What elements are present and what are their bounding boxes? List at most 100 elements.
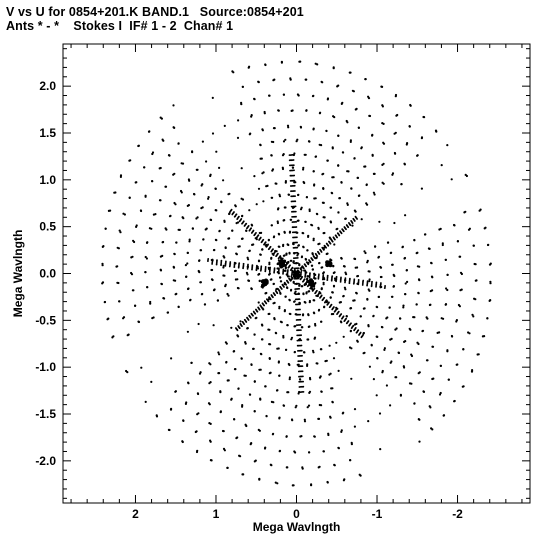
uv-point (290, 218, 293, 221)
uv-point (349, 140, 352, 143)
uv-point (236, 329, 239, 332)
uv-point (223, 274, 226, 277)
uv-point (315, 212, 318, 215)
uv-point (340, 256, 343, 260)
uv-point (418, 265, 421, 268)
uv-point (344, 217, 347, 220)
uv-point (306, 249, 309, 252)
uv-point (337, 369, 340, 372)
uv-point (135, 225, 138, 228)
uv-point (335, 341, 338, 344)
uv-point (438, 331, 441, 334)
uv-point (200, 184, 203, 187)
uv-point (276, 482, 279, 485)
uv-point (159, 116, 162, 119)
uv-point (310, 484, 313, 487)
uv-point (464, 173, 467, 176)
uv-point (355, 292, 358, 295)
uv-point (338, 197, 341, 200)
uv-point (273, 318, 276, 321)
uv-point (109, 209, 112, 212)
uv-point (291, 210, 293, 213)
uv-point (314, 324, 317, 327)
uv-point (472, 244, 475, 247)
uv-point (299, 267, 302, 270)
uv-point (139, 209, 142, 212)
uv-point (228, 265, 231, 268)
uv-point (275, 332, 278, 335)
uv-point (216, 299, 219, 302)
uv-point (201, 140, 204, 143)
uv-point (267, 238, 270, 241)
uv-point (118, 300, 121, 303)
uv-point (452, 223, 456, 227)
uv-point (428, 303, 431, 307)
uv-point (391, 172, 395, 175)
uv-point (299, 125, 302, 128)
uv-point (311, 264, 314, 267)
uv-point (250, 287, 253, 291)
uv-point (211, 278, 214, 282)
uv-point (278, 417, 281, 420)
uv-point (474, 298, 477, 301)
uv-point (339, 230, 341, 233)
uv-point (159, 255, 162, 258)
uv-point (288, 251, 291, 254)
uv-point (353, 299, 356, 302)
uv-point (289, 185, 292, 187)
uv-point (389, 338, 392, 341)
uv-point (258, 239, 260, 241)
uv-point (300, 344, 303, 347)
uv-point (282, 273, 284, 275)
uv-point (345, 317, 347, 320)
uv-point (268, 328, 271, 331)
uv-point (287, 266, 290, 269)
uv-point (323, 306, 326, 309)
uv-point (227, 294, 230, 297)
uv-point (307, 234, 310, 237)
uv-point (332, 271, 335, 275)
uv-point (299, 313, 302, 316)
uv-point (380, 85, 383, 88)
uv-point (317, 466, 320, 469)
uv-point (284, 206, 287, 209)
uv-point (287, 275, 290, 278)
uv-point (249, 317, 252, 319)
uv-point (182, 419, 185, 422)
uv-point (152, 316, 155, 319)
uv-point (245, 229, 248, 232)
uv-point (306, 338, 309, 341)
uv-point (300, 349, 303, 352)
uv-point (149, 300, 152, 304)
uv-point (194, 430, 197, 434)
uv-point (170, 357, 173, 360)
uv-point (354, 327, 357, 329)
uv-point (290, 274, 293, 276)
uv-point (405, 143, 408, 146)
uv-point (408, 125, 411, 128)
uv-point (332, 265, 335, 268)
uv-point (243, 225, 246, 227)
uv-point (303, 269, 306, 272)
uv-point (394, 328, 397, 331)
uv-point (237, 287, 240, 290)
uv-point (317, 226, 320, 229)
uv-point (402, 304, 405, 307)
uv-point (354, 210, 357, 213)
uv-point (237, 266, 240, 269)
uv-point (223, 219, 226, 222)
uv-point (213, 288, 216, 291)
uv-point (258, 308, 261, 311)
uv-point (340, 313, 343, 315)
uv-point (288, 363, 291, 367)
uv-point (317, 250, 319, 253)
uv-point (151, 152, 154, 156)
uv-point (169, 214, 172, 217)
x-tick-label: -2 (452, 507, 463, 521)
uv-point (236, 334, 239, 337)
uv-point (225, 361, 228, 364)
uv-point (268, 272, 271, 275)
uv-point (328, 301, 330, 304)
uv-point (445, 287, 448, 290)
uv-point (357, 194, 360, 197)
